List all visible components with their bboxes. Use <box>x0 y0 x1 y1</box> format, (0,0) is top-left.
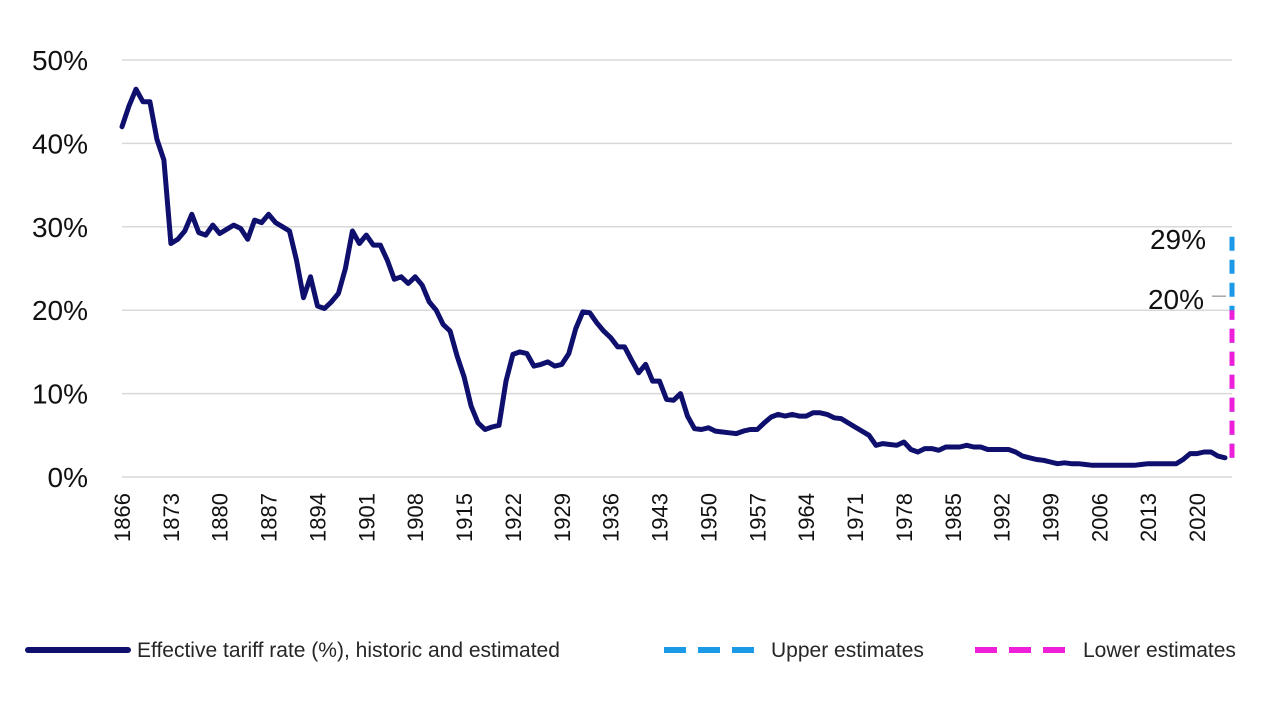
x-tick-label: 1866 <box>110 493 135 542</box>
x-tick-label: 1894 <box>305 493 330 542</box>
y-tick-label: 10% <box>32 379 88 410</box>
x-tick-label: 1985 <box>941 493 966 542</box>
x-tick-label: 1992 <box>990 493 1015 542</box>
x-tick-label: 1999 <box>1038 493 1063 542</box>
x-tick-label: 1950 <box>696 493 721 542</box>
x-tick-label: 1964 <box>794 493 819 542</box>
y-tick-label: 50% <box>32 45 88 76</box>
legend-label-1: Upper estimates <box>771 639 924 662</box>
x-tick-label: 1971 <box>843 493 868 542</box>
y-tick-label: 40% <box>32 128 88 159</box>
x-tick-label: 1915 <box>452 493 477 542</box>
y-tick-label: 20% <box>32 295 88 326</box>
x-tick-label: 1957 <box>745 493 770 542</box>
x-tick-label: 1978 <box>892 493 917 542</box>
annotation-lower-label: 20% <box>1148 284 1204 315</box>
x-tick-label: 1922 <box>501 493 526 542</box>
series-line-0 <box>119 86 1228 468</box>
y-tick-label: 30% <box>32 212 88 243</box>
x-tick-label: 2020 <box>1185 493 1210 542</box>
x-tick-label: 1873 <box>159 493 184 542</box>
x-tick-label: 1887 <box>257 493 282 542</box>
x-tick-label: 1901 <box>354 493 379 542</box>
legend-label-2: Lower estimates <box>1083 639 1236 662</box>
legend-label-0: Effective tariff rate (%), historic and … <box>137 639 560 662</box>
x-tick-label: 2013 <box>1136 493 1161 542</box>
x-tick-label: 1908 <box>403 493 428 542</box>
y-tick-label: 0% <box>48 462 88 493</box>
x-tick-label: 1943 <box>648 493 673 542</box>
x-tick-label: 1880 <box>208 493 233 542</box>
annotation-upper-label: 29% <box>1150 224 1206 255</box>
x-tick-label: 1929 <box>550 493 575 542</box>
x-tick-label: 1936 <box>599 493 624 542</box>
x-tick-label: 2006 <box>1087 493 1112 542</box>
